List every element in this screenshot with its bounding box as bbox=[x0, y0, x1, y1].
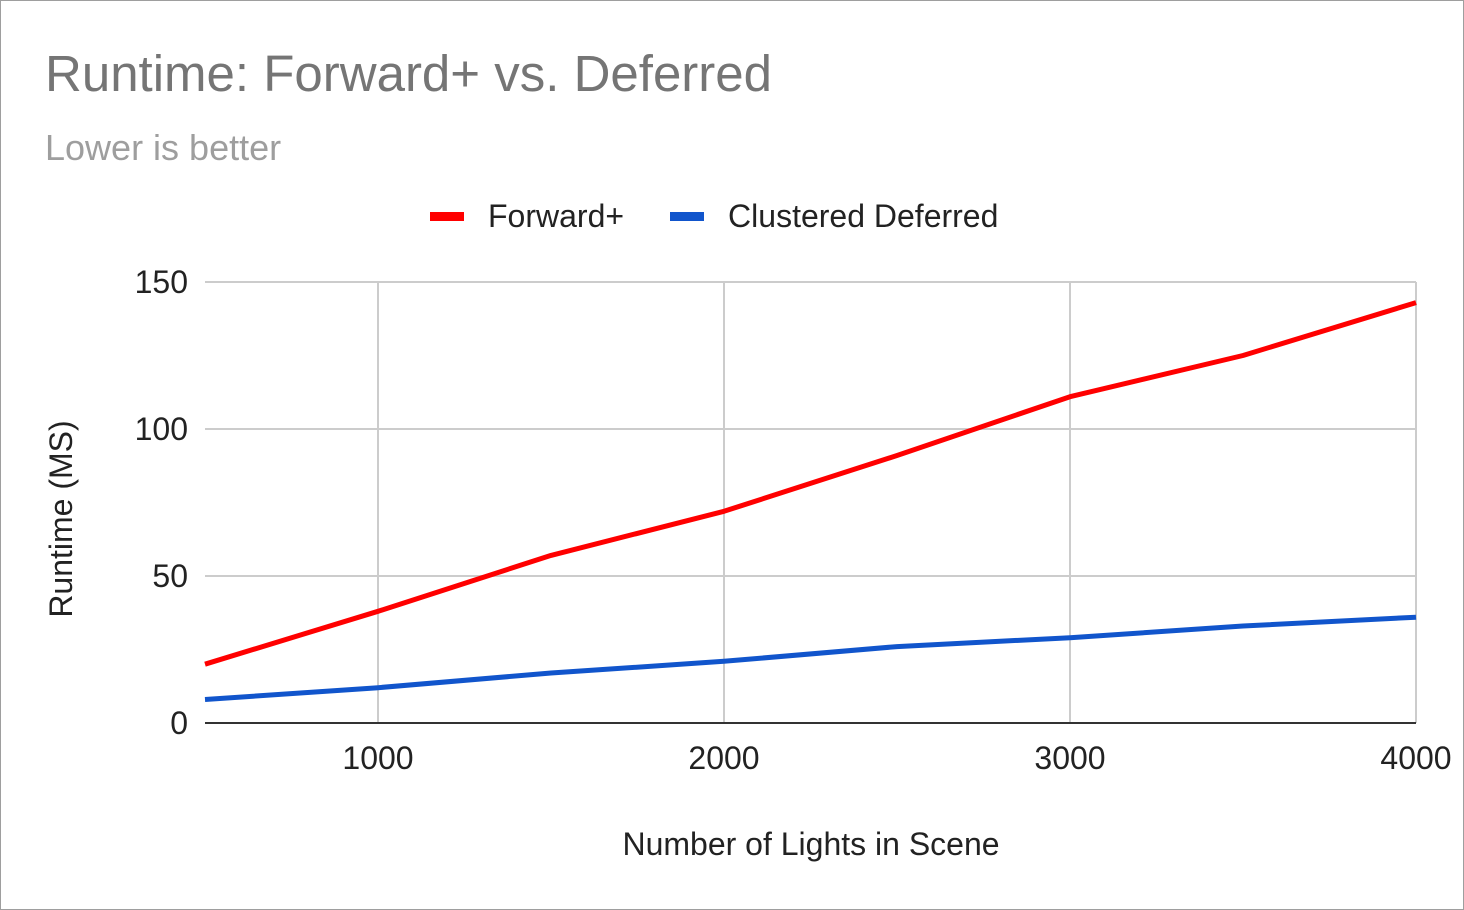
legend-label-clustered-deferred: Clustered Deferred bbox=[728, 197, 999, 234]
y-tick-label-50: 50 bbox=[152, 558, 188, 594]
legend-item-forward-plus[interactable]: Forward+ bbox=[430, 198, 624, 235]
x-tick-label-2000: 2000 bbox=[688, 740, 759, 776]
x-tick-label-4000: 4000 bbox=[1380, 740, 1451, 776]
series-line-clustered-deferred[interactable] bbox=[204, 614, 1417, 702]
y-tick-label-0: 0 bbox=[170, 705, 188, 741]
series-layer bbox=[204, 300, 1417, 702]
x-axis-label: Number of Lights in Scene bbox=[622, 826, 999, 862]
axis-layer: 0 50 100 150 1000 2000 3000 4000 bbox=[135, 264, 1452, 776]
chart-subtitle: Lower is better bbox=[45, 127, 282, 168]
legend-swatch-clustered-deferred bbox=[670, 211, 705, 221]
y-tick-label-150: 150 bbox=[135, 264, 188, 300]
y-axis-label: Runtime (MS) bbox=[43, 420, 79, 617]
legend: Forward+ Clustered Deferred bbox=[430, 196, 1044, 236]
y-tick-label-100: 100 bbox=[135, 411, 188, 447]
legend-item-clustered-deferred[interactable]: Clustered Deferred bbox=[670, 198, 998, 235]
series-line-forward-plus[interactable] bbox=[204, 300, 1417, 667]
grid bbox=[205, 281, 1417, 723]
x-tick-label-3000: 3000 bbox=[1034, 740, 1105, 776]
x-tick-label-1000: 1000 bbox=[342, 740, 413, 776]
chart-title: Runtime: Forward+ vs. Deferred bbox=[45, 45, 772, 102]
legend-label-forward-plus: Forward+ bbox=[488, 197, 625, 234]
legend-swatch-forward-plus bbox=[430, 211, 464, 221]
